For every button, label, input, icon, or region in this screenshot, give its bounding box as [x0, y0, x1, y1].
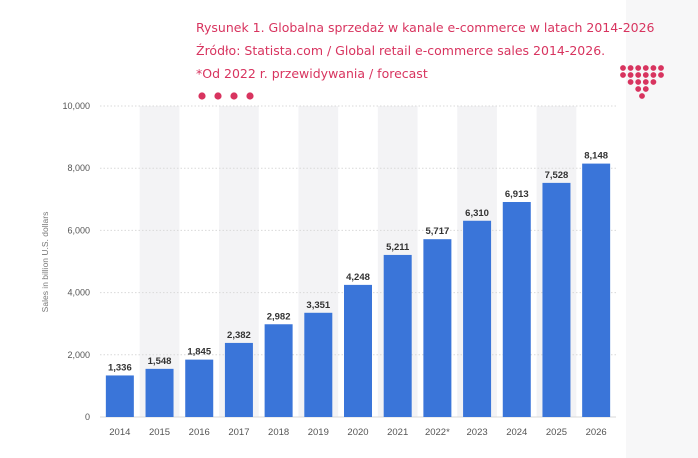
value-labels: 1,336 1,548 1,845 2,382 2,982 3,351 4,248 5,211… — [108, 151, 608, 374]
logo-dot-icon — [658, 65, 664, 71]
x-tick-label: 2021 — [387, 427, 408, 438]
value-label: 2,982 — [267, 311, 291, 322]
logo-dot-icon — [620, 72, 626, 78]
figure-caption: Rysunek 1. Globalna sprzedaż w kanale e-… — [196, 16, 655, 85]
logo-dot-icon — [635, 86, 642, 92]
logo-dot-icon — [635, 79, 642, 85]
bar — [224, 342, 253, 417]
y-axis-ticks: 0 2,000 4,000 6,000 8,000 10,000 — [62, 101, 90, 422]
value-label: 5,211 — [386, 242, 410, 253]
logo-dot-icon — [627, 79, 634, 85]
x-tick-label: 2016 — [189, 427, 210, 438]
y-axis-label: Sales in billion U.S. dollars — [40, 212, 50, 313]
bar — [185, 359, 214, 417]
x-tick-label: 2025 — [546, 427, 567, 438]
logo-dot-icon — [642, 86, 649, 92]
y-tick-label: 6,000 — [67, 225, 90, 235]
dot-icon — [214, 92, 222, 100]
logo-dot-icon — [642, 72, 649, 78]
bar — [463, 220, 492, 417]
value-label: 1,845 — [187, 347, 211, 358]
value-label: 1,336 — [108, 362, 132, 373]
column-band — [139, 106, 180, 417]
logo-dot-icon — [658, 72, 664, 78]
logo-dot-icon — [635, 65, 642, 71]
logo-dot-icon — [650, 72, 657, 78]
logo-dot-icon — [620, 65, 626, 71]
x-tick-label: 2014 — [109, 427, 130, 438]
dot-icon — [198, 92, 206, 100]
bar — [383, 254, 412, 417]
bar — [542, 182, 571, 417]
logo-dot-icon — [650, 65, 657, 71]
x-tick-label: 2017 — [228, 427, 249, 438]
y-tick-label: 8,000 — [67, 163, 90, 173]
value-label: 8,148 — [584, 151, 608, 162]
x-tick-label: 2023 — [467, 427, 488, 438]
x-tick-label: 2015 — [149, 427, 170, 438]
value-label: 3,351 — [306, 300, 330, 311]
logo-dots-icon — [620, 65, 664, 99]
dot-icon — [246, 92, 254, 100]
value-label: 7,528 — [545, 170, 569, 181]
x-axis-ticks: 2014 2015 2016 2017 2018 2019 2020 2021 2022* 202… — [109, 427, 606, 438]
bars — [105, 163, 611, 417]
bar — [105, 375, 134, 417]
bar — [264, 324, 293, 417]
x-tick-label: 2022* — [425, 427, 450, 438]
y-tick-label: 2,000 — [67, 350, 90, 360]
logo-dot-icon — [635, 72, 642, 78]
caption-title: Rysunek 1. Globalna sprzedaż w kanale e-… — [196, 20, 655, 35]
logo-dot-icon — [639, 93, 645, 99]
value-label: 4,248 — [346, 272, 370, 283]
logo-dot-icon — [650, 79, 657, 85]
value-label: 5,717 — [425, 226, 449, 237]
logo-dot-icon — [642, 65, 649, 71]
value-label: 2,382 — [227, 330, 251, 341]
y-tick-label: 4,000 — [67, 288, 90, 298]
caption-source: Źródło: Statista.com / Global retail e-c… — [196, 43, 606, 58]
x-tick-label: 2018 — [268, 427, 289, 438]
decorative-dots — [198, 92, 254, 100]
value-label: 1,548 — [148, 356, 172, 367]
bar — [423, 239, 452, 417]
x-tick-label: 2026 — [586, 427, 607, 438]
logo-dot-icon — [627, 72, 634, 78]
logo-dot-icon — [627, 65, 634, 71]
y-tick-label: 0 — [85, 412, 90, 422]
y-tick-label: 10,000 — [62, 101, 90, 111]
logo-dot-icon — [642, 79, 649, 85]
bar — [502, 202, 531, 417]
value-label: 6,310 — [465, 208, 489, 219]
bar — [344, 284, 372, 417]
caption-forecast-note: *Od 2022 r. przewidywania / forecast — [196, 66, 428, 81]
x-tick-label: 2019 — [308, 427, 329, 438]
x-tick-label: 2020 — [347, 427, 368, 438]
bar — [145, 368, 174, 417]
bar — [582, 163, 611, 417]
dot-icon — [230, 92, 238, 100]
x-tick-label: 2024 — [506, 427, 527, 438]
value-label: 6,913 — [505, 189, 529, 200]
bar — [304, 312, 333, 417]
